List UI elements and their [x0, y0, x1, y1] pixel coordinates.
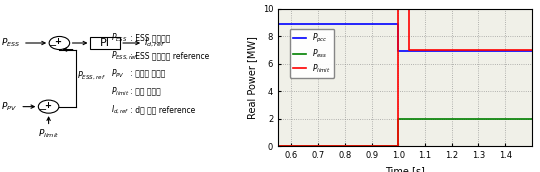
Text: : 태양광 발전량: : 태양광 발전량 [129, 69, 166, 78]
Legend: $P_{pcc}$, $P_{ess}$, $P_{limit}$: $P_{pcc}$, $P_{ess}$, $P_{limit}$ [289, 29, 334, 78]
Text: $P_{ESS}$: $P_{ESS}$ [1, 37, 21, 49]
Text: +: + [44, 101, 51, 110]
Text: : d축 전류 reference: : d축 전류 reference [129, 106, 195, 115]
Text: $P_{ESS,ref}$: $P_{ESS,ref}$ [111, 50, 138, 62]
Text: +: + [55, 37, 62, 46]
Text: : ESS 충전전력 reference: : ESS 충전전력 reference [129, 51, 210, 60]
Text: $P_{limit}$: $P_{limit}$ [111, 86, 129, 98]
Text: −: − [38, 105, 47, 115]
Text: $I_{d,ref}$: $I_{d,ref}$ [111, 104, 129, 116]
FancyBboxPatch shape [90, 37, 120, 49]
Text: $P_{limit}$: $P_{limit}$ [38, 128, 59, 140]
X-axis label: Time [s]: Time [s] [385, 166, 425, 172]
Text: $P_{PV}$: $P_{PV}$ [111, 68, 125, 80]
Text: $P_{PV}$: $P_{PV}$ [1, 100, 17, 113]
Text: $P_{ESS}$: $P_{ESS}$ [111, 32, 127, 44]
Text: PI: PI [100, 38, 110, 48]
Text: : 출력 제한량: : 출력 제한량 [129, 88, 161, 96]
Text: $I_{d,ref}$: $I_{d,ref}$ [145, 37, 166, 49]
Text: : ESS 충전전력: : ESS 충전전력 [129, 33, 171, 42]
Text: $P_{ESS,ref}$: $P_{ESS,ref}$ [78, 69, 106, 82]
Y-axis label: Real Power [MW]: Real Power [MW] [247, 36, 257, 119]
Text: −: − [49, 41, 58, 51]
